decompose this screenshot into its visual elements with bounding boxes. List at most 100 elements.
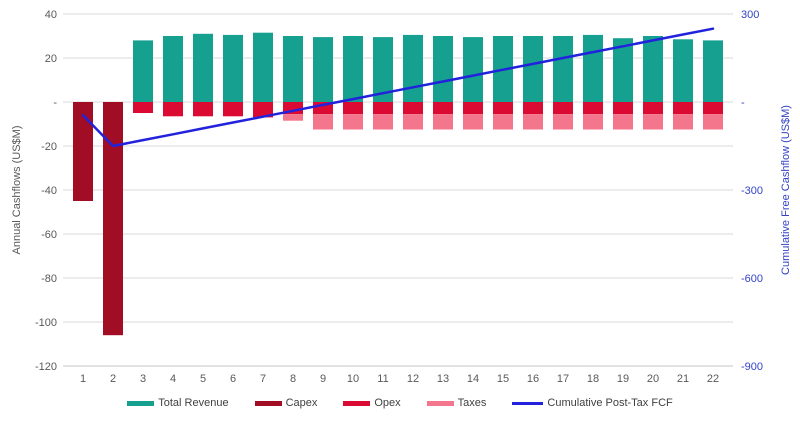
bar bbox=[193, 33, 213, 102]
legend-item-total-revenue: Total Revenue bbox=[127, 397, 229, 409]
legend-item-cumulative-post-tax-fcf: Cumulative Post-Tax FCF bbox=[512, 397, 673, 409]
total-revenue-bars bbox=[133, 32, 723, 103]
bar bbox=[343, 36, 363, 102]
x-axis-label: 11 bbox=[377, 373, 388, 385]
legend-color-swatch bbox=[254, 400, 282, 406]
left-axis-ticks: 40 20 - -20 -40 -60 -80 -100 -120 bbox=[35, 9, 57, 373]
bar bbox=[673, 102, 693, 115]
x-axis-label: 19 bbox=[617, 373, 629, 385]
right-axis-ticks: 300 - -300 -600 -900 bbox=[741, 9, 763, 373]
bar bbox=[403, 102, 423, 115]
bar bbox=[223, 102, 243, 117]
x-axis-label: 15 bbox=[497, 373, 509, 385]
capex-bars bbox=[73, 102, 123, 336]
x-axis-label: 3 bbox=[140, 373, 146, 385]
bar bbox=[613, 114, 633, 130]
left-axis-tick-label: - bbox=[53, 97, 57, 109]
left-axis-tick-label: -40 bbox=[41, 185, 57, 197]
bar bbox=[253, 102, 273, 118]
bar bbox=[463, 37, 483, 102]
x-axis-label: 5 bbox=[200, 373, 206, 385]
bar bbox=[313, 37, 333, 102]
right-axis-tick-label: -900 bbox=[741, 361, 763, 373]
bar bbox=[553, 102, 573, 115]
bar bbox=[553, 36, 573, 102]
x-axis-label: 2 bbox=[110, 373, 116, 385]
bar bbox=[523, 36, 543, 102]
bar bbox=[703, 40, 723, 102]
x-axis-label: 21 bbox=[677, 373, 689, 385]
bar bbox=[283, 36, 303, 102]
legend-color-swatch bbox=[127, 400, 155, 406]
cumulative-fcf-line bbox=[81, 27, 715, 148]
bar bbox=[133, 102, 153, 113]
x-axis-label: 16 bbox=[527, 373, 539, 385]
taxes-bars bbox=[283, 114, 723, 130]
right-axis-tick-label: -300 bbox=[741, 185, 763, 197]
x-axis-label: 13 bbox=[437, 373, 449, 385]
right-axis-tick-label: - bbox=[741, 97, 745, 109]
bar bbox=[703, 102, 723, 115]
bar bbox=[613, 102, 633, 115]
bar bbox=[463, 102, 483, 115]
legend-item-opex: Opex bbox=[343, 397, 401, 409]
bar bbox=[463, 114, 483, 130]
x-axis-labels: 1 2 3 4 5 6 7 8 9 10 11 12 13 14 15 16 17 18 19 20 21 22 bbox=[80, 373, 719, 385]
x-axis-label: 22 bbox=[707, 373, 719, 385]
opex-bars bbox=[133, 102, 723, 118]
x-axis-label: 12 bbox=[407, 373, 419, 385]
bar bbox=[583, 102, 603, 115]
bar bbox=[283, 114, 303, 121]
x-axis-label: 6 bbox=[230, 373, 236, 385]
x-axis-label: 9 bbox=[320, 373, 326, 385]
legend-color-swatch bbox=[343, 400, 371, 406]
legend-label: Opex bbox=[374, 397, 401, 409]
x-axis-label: 1 bbox=[80, 373, 86, 385]
x-axis-label: 10 bbox=[347, 373, 359, 385]
right-axis-tick-label: -600 bbox=[741, 273, 763, 285]
bar bbox=[133, 40, 153, 102]
x-axis-label: 18 bbox=[587, 373, 599, 385]
left-axis-tick-label: -120 bbox=[35, 361, 57, 373]
right-axis-tick-label: 300 bbox=[741, 9, 759, 21]
bar bbox=[223, 34, 243, 102]
bar bbox=[583, 114, 603, 130]
bar bbox=[493, 102, 513, 115]
bar bbox=[313, 114, 333, 130]
bar bbox=[253, 32, 273, 103]
bar bbox=[373, 114, 393, 130]
bar bbox=[343, 114, 363, 130]
legend-line-swatch bbox=[512, 401, 544, 405]
right-axis-title: Cumulative Free Cashflow (US$M) bbox=[780, 105, 792, 275]
legend-item-taxes: Taxes bbox=[426, 397, 487, 409]
bar bbox=[673, 114, 693, 130]
bar bbox=[193, 102, 213, 117]
bar bbox=[433, 36, 453, 102]
bar bbox=[373, 102, 393, 115]
bar bbox=[643, 36, 663, 102]
legend-color-swatch bbox=[426, 400, 454, 406]
left-axis-tick-label: -100 bbox=[35, 317, 57, 329]
legend-label: Total Revenue bbox=[158, 397, 229, 409]
legend-label: Taxes bbox=[457, 397, 487, 409]
bar bbox=[523, 114, 543, 130]
bar bbox=[703, 114, 723, 130]
legend-item-capex: Capex bbox=[254, 397, 318, 409]
left-axis-tick-label: -80 bbox=[41, 273, 57, 285]
bar bbox=[523, 102, 543, 115]
bar bbox=[73, 102, 93, 201]
bar bbox=[433, 114, 453, 130]
left-axis-title: Annual Cashflows (US$M) bbox=[11, 125, 23, 255]
left-axis-tick-label: 20 bbox=[45, 53, 57, 65]
x-axis-label: 17 bbox=[557, 373, 569, 385]
bar bbox=[373, 37, 393, 102]
legend-label: Capex bbox=[285, 397, 318, 409]
bar bbox=[583, 34, 603, 102]
bar bbox=[643, 114, 663, 130]
x-axis-label: 7 bbox=[260, 373, 266, 385]
chart-legend: Total Revenue Capex Opex Taxes Cumulative Po… bbox=[0, 397, 800, 409]
bar bbox=[343, 102, 363, 115]
bar bbox=[103, 102, 123, 336]
